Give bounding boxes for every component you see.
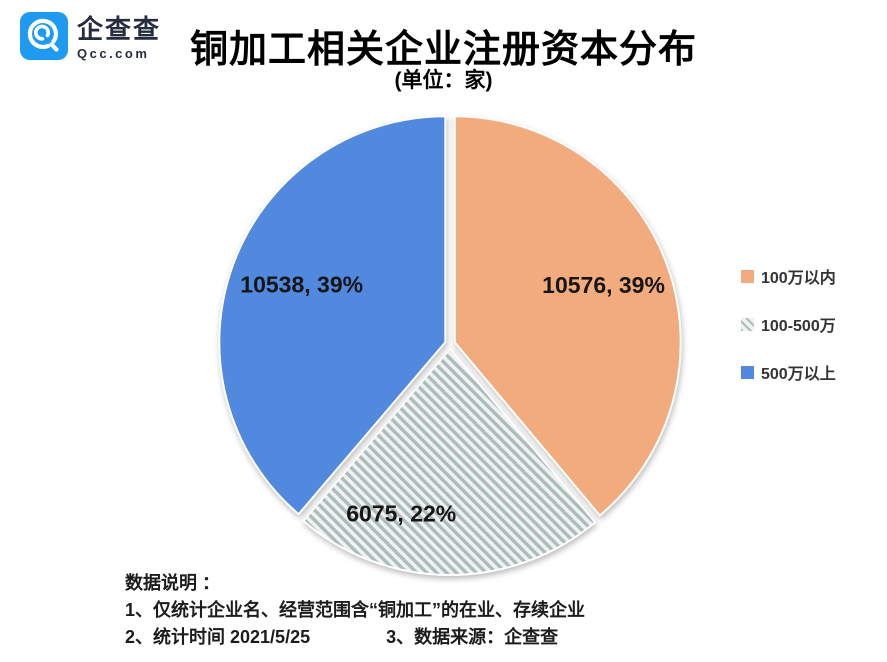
- qcc-logo: 企查查 Qcc.com: [20, 12, 161, 62]
- pie-slice-100-500万: [301, 347, 597, 576]
- qcc-logo-text: 企查查 Qcc.com: [77, 14, 161, 62]
- notes-heading: 数据说明 ：: [125, 573, 221, 593]
- note-stat-date: 2、统计时间 2021/5/25: [125, 627, 311, 647]
- pie-slice-100万以内: [453, 115, 682, 517]
- legend-item-100w-500w: 100-500万: [741, 314, 836, 335]
- legend-swatch-hatch: [741, 317, 754, 331]
- legend-swatch-blue: [741, 365, 754, 379]
- legend-swatch-orange: [741, 269, 754, 283]
- legend-item-under-100w: 100万以内: [741, 266, 836, 287]
- legend-label-100w-500w: 100-500万: [761, 318, 836, 335]
- note-line-1: 1、仅统计企业名、经营范围含“铜加工”的在业、存续企业: [125, 600, 586, 620]
- brand-name-cn: 企查查: [77, 14, 162, 44]
- page-subtitle: (单位：家): [394, 69, 493, 92]
- legend-label-over-500w: 500万以上: [761, 366, 836, 383]
- legend-item-over-500w: 500万以上: [741, 362, 836, 383]
- qcc-magnifier-icon: [20, 12, 68, 60]
- note-line-2: 2、统计时间 2021/5/25 3、数据来源：企查查: [125, 624, 585, 651]
- brand-name-en: Qcc.com: [77, 46, 150, 61]
- legend: 100万以内 100-500万 500万以上: [741, 266, 836, 410]
- note-source: 3、数据来源：企查查: [386, 627, 559, 647]
- pie-slice-500万以上: [218, 115, 447, 516]
- pie-label-500万以上: 10538, 39%: [240, 271, 363, 297]
- page-title: 铜加工相关企业注册资本分布: [189, 29, 697, 71]
- pie-label-100-500万: 6075, 22%: [346, 501, 456, 527]
- legend-label-under-100w: 100万以内: [761, 270, 836, 287]
- data-notes: 数据说明 ： 1、仅统计企业名、经营范围含“铜加工”的在业、存续企业 2、统计时…: [125, 570, 585, 651]
- pie-label-100万以内: 10576, 39%: [542, 272, 665, 298]
